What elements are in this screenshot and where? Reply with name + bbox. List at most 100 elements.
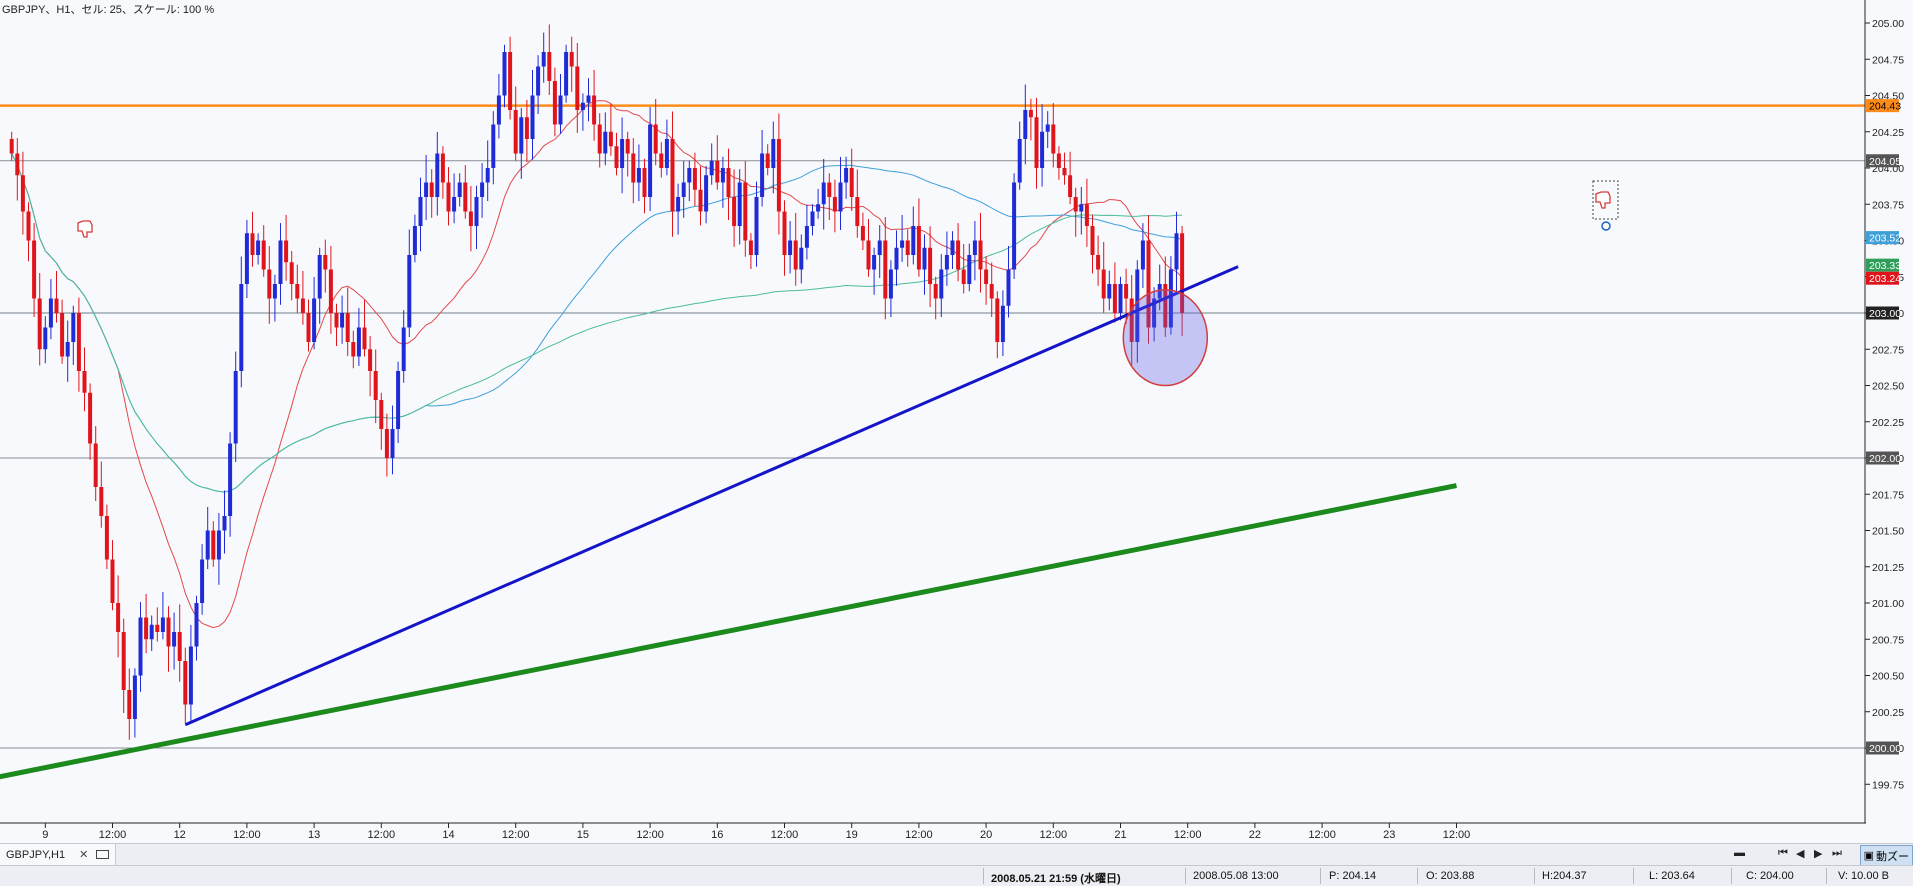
candle-body [407, 255, 412, 328]
candle-body [295, 284, 300, 299]
candle-body [620, 139, 625, 168]
tab-label: GBPJPY,H1 [6, 848, 66, 861]
price-tag-label: 203.33 [1869, 260, 1901, 272]
candle-body [765, 153, 770, 168]
candle-body [172, 632, 177, 647]
price-tag [1866, 231, 1899, 245]
candle-body [967, 255, 972, 284]
candle-body [883, 240, 888, 299]
candle-body [205, 530, 210, 560]
candle-body [110, 559, 115, 603]
candle-body [704, 175, 709, 212]
chart-tab[interactable]: GBPJPY,H1 ✕ [0, 844, 117, 865]
candle-body [737, 182, 742, 226]
candle-body [43, 327, 48, 350]
auto-zoom-button[interactable]: ▣ 動ズー [1859, 845, 1913, 866]
candle-body [1068, 175, 1073, 197]
x-tick-label: 16 [711, 829, 723, 841]
status-separator [1633, 868, 1634, 884]
candle-body [334, 313, 339, 328]
candle-body [272, 284, 277, 299]
candle-body [396, 371, 401, 429]
candle-body [877, 240, 882, 255]
candle-body [681, 182, 686, 197]
candle-body [558, 95, 563, 125]
candle-body [502, 52, 507, 96]
status-separator [1731, 868, 1732, 884]
price-tag-label: 204.43 [1869, 101, 1901, 113]
candle-body [860, 226, 865, 241]
window-icon[interactable] [96, 850, 110, 859]
candle-body [564, 52, 569, 96]
candle-body [771, 139, 776, 168]
scroll-first-icon[interactable]: ⏮ [1778, 847, 1788, 859]
candle-body [760, 153, 765, 197]
candle-body [1012, 182, 1017, 270]
x-tick-label: 12:00 [233, 829, 261, 841]
x-tick-label: 12:00 [1443, 829, 1471, 841]
candle-body [99, 487, 104, 516]
candle-body [1000, 305, 1005, 342]
scroll-thumb-icon[interactable]: ▬ [1734, 847, 1745, 859]
scroll-right-icon[interactable]: ▶ [1814, 848, 1823, 860]
price-tag [1866, 99, 1899, 113]
candle-body [782, 211, 787, 255]
thumbs-down-shape [1595, 191, 1611, 209]
candle-body [1107, 284, 1112, 299]
candle-body [586, 95, 591, 103]
annotations [77, 180, 1619, 387]
x-tick-label: 22 [1249, 829, 1261, 841]
candle-body [194, 603, 199, 647]
candle-body [732, 197, 737, 226]
x-tick-label: 23 [1383, 829, 1395, 841]
candle-body [15, 153, 20, 176]
highlight-ellipse [1122, 289, 1209, 387]
candle-body [575, 66, 580, 110]
price-chart[interactable]: 205.00204.75204.50204.25204.00203.75203.… [0, 0, 1913, 843]
candle-body [390, 429, 395, 458]
candle-body [569, 52, 574, 67]
close-icon[interactable]: ✕ [79, 849, 89, 861]
selection-box [1592, 180, 1619, 220]
y-tick-label: 202.50 [1872, 381, 1904, 393]
y-tick-label: 200.25 [1872, 707, 1904, 719]
candle-body [748, 240, 753, 255]
candle-body [597, 124, 602, 154]
candle-body [872, 255, 877, 270]
x-tick-label: 12:00 [502, 829, 530, 841]
candle-body [104, 516, 109, 560]
y-tick-label: 201.25 [1872, 562, 1904, 574]
status-p: P: 204.14 [1329, 870, 1377, 882]
candle-body [435, 153, 440, 197]
candle-body [256, 240, 261, 255]
candle-body [244, 233, 249, 284]
status-separator [1826, 868, 1827, 884]
candle-body [362, 327, 367, 350]
price-tag [1866, 741, 1899, 755]
candle-body [177, 632, 182, 661]
candle-body [664, 139, 669, 168]
candle-body [608, 131, 613, 147]
price-tag [1866, 451, 1899, 465]
chart-tab-bar: GBPJPY,H1 ✕ ▬ ⏮ ◀ ▶ ⏭ ▣ 動ズー [0, 843, 1913, 866]
candlesticks [9, 24, 1185, 740]
y-tick-label: 199.75 [1872, 779, 1904, 791]
candle-body [939, 269, 944, 299]
candle-body [1118, 284, 1123, 313]
candle-body [866, 240, 871, 270]
scroll-left-icon[interactable]: ◀ [1796, 848, 1805, 860]
candle-body [552, 81, 557, 125]
candle-body [905, 240, 910, 255]
candle-body [911, 226, 916, 255]
x-tick-label: 21 [1114, 829, 1126, 841]
candle-body [1157, 284, 1162, 299]
candle-body [933, 284, 938, 299]
x-tick-label: 19 [846, 829, 858, 841]
candle-body [71, 313, 76, 342]
candle-body [614, 146, 619, 168]
scroll-last-icon[interactable]: ⏭ [1832, 847, 1842, 859]
candle-body [984, 269, 989, 284]
candle-body [289, 262, 294, 284]
candle-body [138, 617, 143, 676]
candle-body [743, 182, 748, 241]
